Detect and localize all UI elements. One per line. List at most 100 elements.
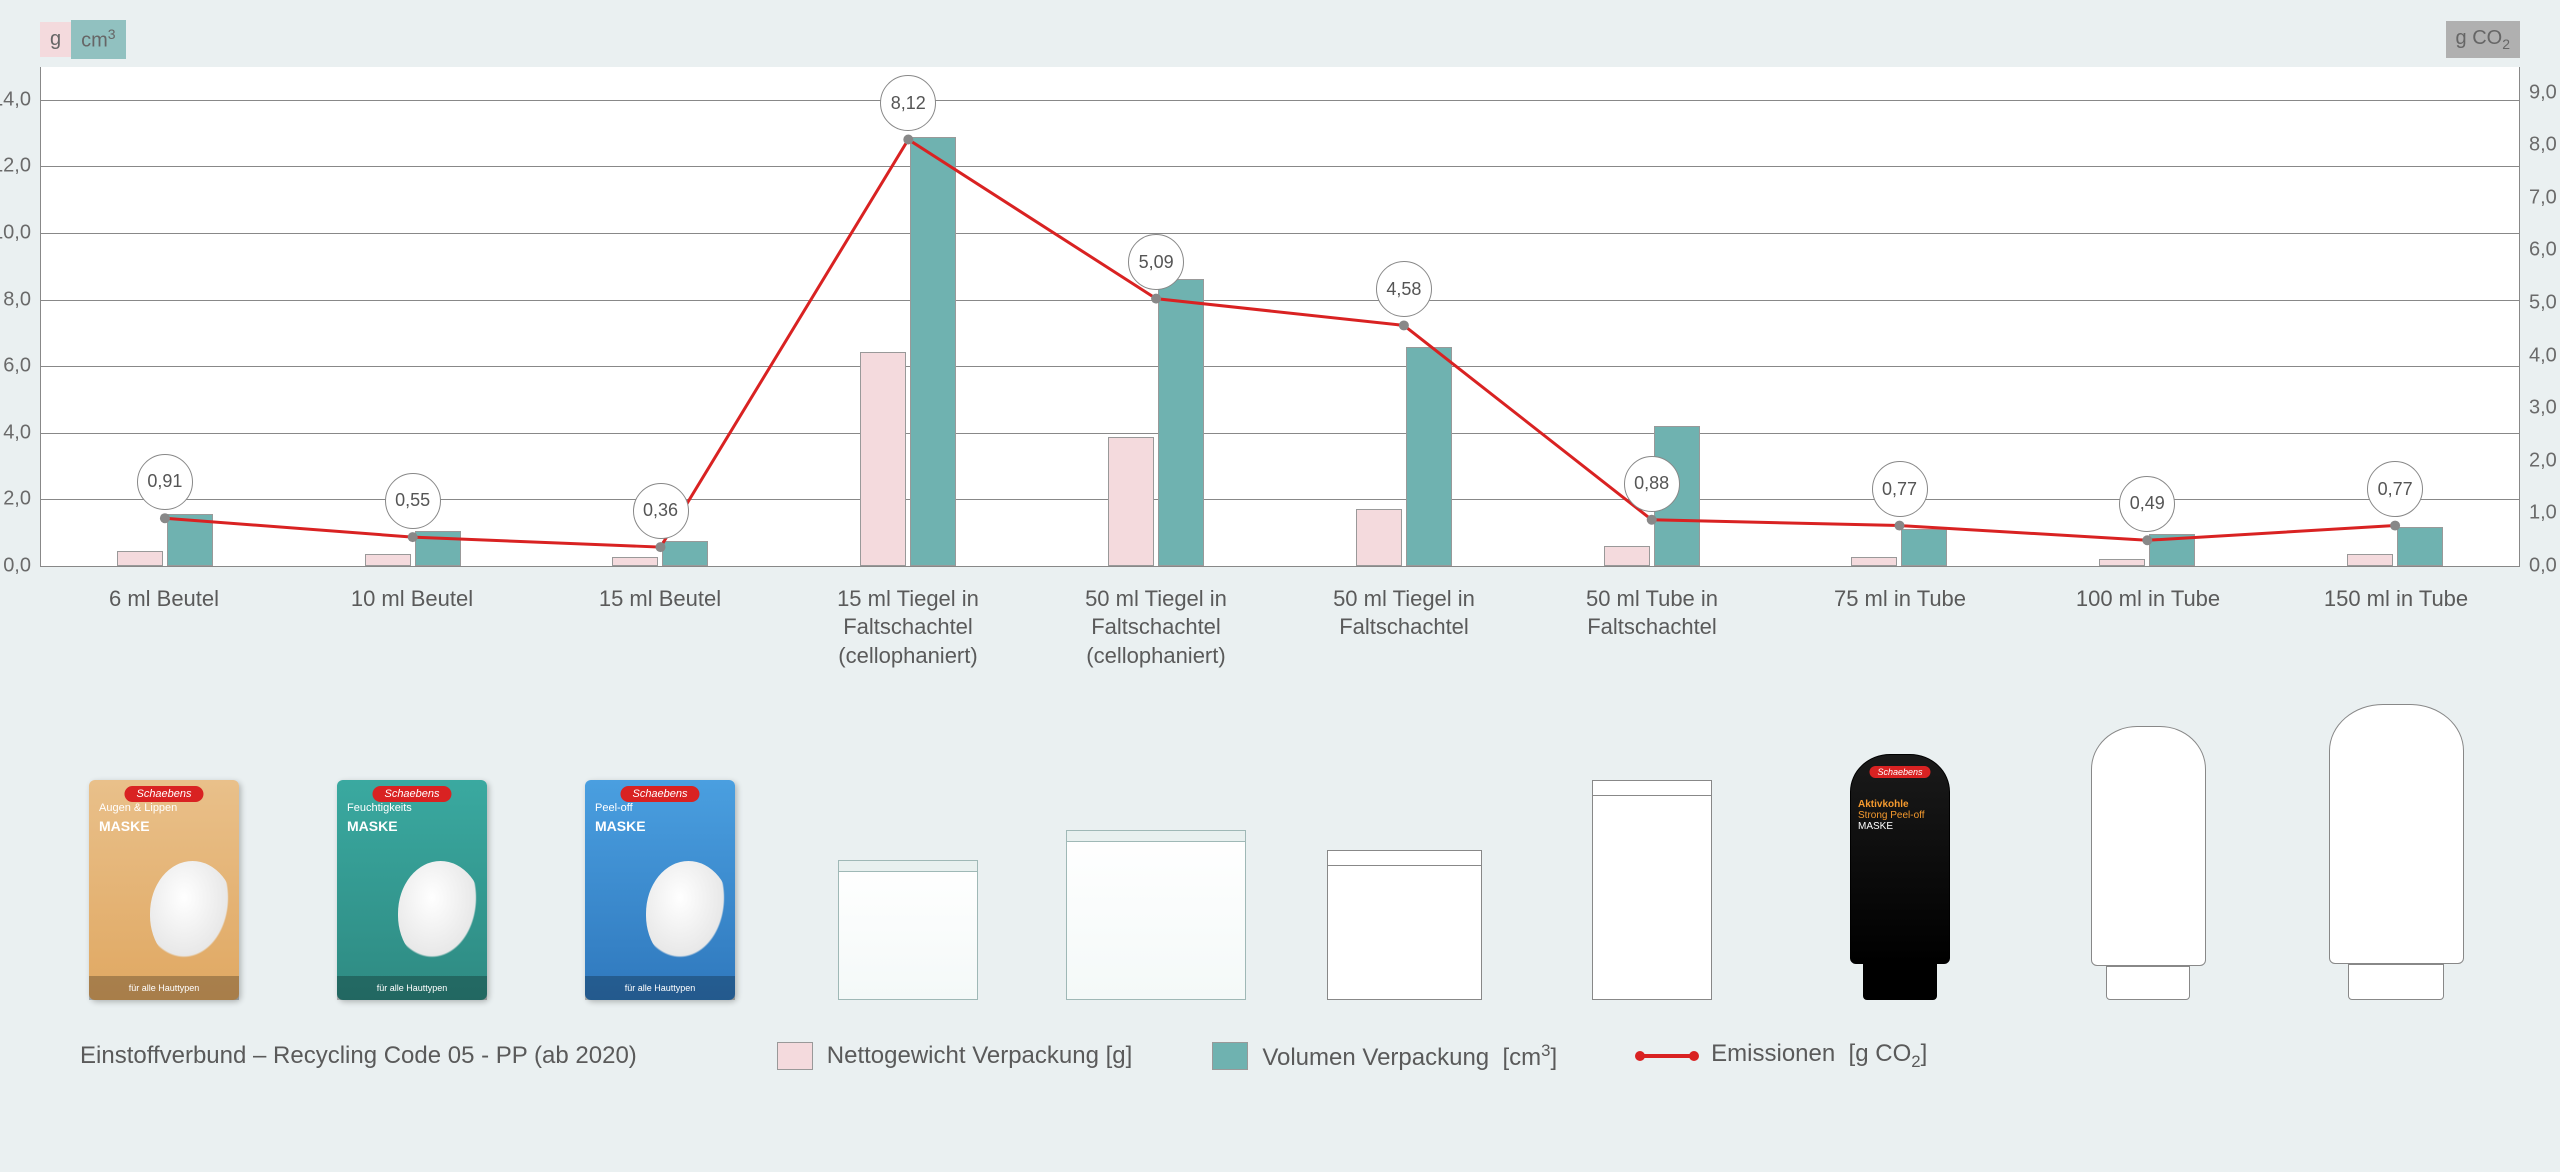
product-sachet: Schaebens Peel-offMASKE für alle Hauttyp… [585, 780, 735, 1000]
x-axis-label: 50 ml Tiegel inFaltschachtel [1280, 585, 1528, 671]
emission-value-label: 4,58 [1376, 261, 1432, 317]
bar-group [1032, 67, 1280, 566]
swatch-pink [777, 1042, 813, 1070]
badge-g: g [40, 22, 71, 57]
legend-netto: Nettogewicht Verpackung [g] [777, 1042, 1133, 1070]
bar-volumen [662, 541, 708, 566]
bar-volumen [910, 137, 956, 565]
product-sachet: Schaebens Augen & LippenMASKE für alle H… [89, 780, 239, 1000]
product-cell [1528, 780, 1776, 1000]
x-axis-label: 10 ml Beutel [288, 585, 536, 671]
swatch-line-red [1637, 1054, 1697, 1058]
legend-volumen: Volumen Verpackung [cm3] [1212, 1041, 1557, 1072]
product-images-row: Schaebens Augen & LippenMASKE für alle H… [40, 700, 2520, 1000]
product-cell [1032, 830, 1280, 1000]
bar-netto [860, 352, 906, 565]
bar-netto [1604, 546, 1650, 566]
bar-netto [2347, 554, 2393, 566]
bar-netto [1108, 437, 1154, 565]
x-axis-label: 100 ml in Tube [2024, 585, 2272, 671]
bar-netto [2099, 559, 2145, 566]
bar-volumen [167, 514, 213, 566]
product-cell [1280, 850, 1528, 1000]
product-cell [2272, 704, 2520, 1000]
y-tick-left: 10,0 [0, 221, 31, 244]
product-carton [1592, 780, 1712, 1000]
y-tick-left: 14,0 [0, 88, 31, 111]
product-box [1066, 830, 1246, 1000]
y-tick-left: 6,0 [0, 355, 31, 378]
swatch-teal [1212, 1042, 1248, 1070]
bar-netto [365, 554, 411, 566]
product-cell: Schaebens FeuchtigkeitsMASKE für alle Ha… [288, 780, 536, 1000]
y-tick-right: 4,0 [2529, 344, 2560, 367]
emission-value-label: 8,12 [880, 75, 936, 131]
y-ticks-right: 0,01,02,03,04,05,06,07,08,09,0 [2529, 67, 2560, 566]
product-cell [2024, 726, 2272, 1000]
y-tick-right: 7,0 [2529, 186, 2560, 209]
legend-row: Einstoffverbund – Recycling Code 05 - PP… [40, 1040, 2520, 1072]
y-tick-left: 4,0 [0, 421, 31, 444]
chart-container: g cm3 g CO2 0,02,04,06,08,010,012,014,0 … [40, 20, 2520, 1072]
y-ticks-left: 0,02,04,06,08,010,012,014,0 [0, 67, 31, 566]
emission-value-label: 0,88 [1624, 456, 1680, 512]
legend-volumen-label: Volumen Verpackung [cm3] [1262, 1041, 1557, 1072]
x-axis-label: 50 ml Tiegel inFaltschachtel(cellophanie… [1032, 585, 1280, 671]
y-tick-right: 1,0 [2529, 502, 2560, 525]
product-sachet: Schaebens FeuchtigkeitsMASKE für alle Ha… [337, 780, 487, 1000]
y-tick-left: 2,0 [0, 488, 31, 511]
x-axis-labels: 6 ml Beutel10 ml Beutel15 ml Beutel15 ml… [40, 585, 2520, 671]
bar-volumen [1901, 529, 1947, 566]
y-tick-right: 0,0 [2529, 554, 2560, 577]
bar-netto [612, 557, 658, 565]
x-axis-label: 6 ml Beutel [40, 585, 288, 671]
product-cell: Schaebens Augen & LippenMASKE für alle H… [40, 780, 288, 1000]
product-box [838, 860, 978, 1000]
x-axis-label: 75 ml in Tube [1776, 585, 2024, 671]
y-tick-left: 12,0 [0, 155, 31, 178]
y-tick-right: 9,0 [2529, 81, 2560, 104]
badge-co2: g CO2 [2446, 21, 2520, 58]
emission-value-label: 0,91 [137, 454, 193, 510]
emission-value-label: 0,55 [385, 473, 441, 529]
bar-volumen [1406, 347, 1452, 565]
product-carton [1327, 850, 1482, 1000]
legend-emission-label: Emissionen [g CO2] [1711, 1040, 1927, 1072]
emission-value-label: 0,77 [2367, 461, 2423, 517]
legend-emission: Emissionen [g CO2] [1637, 1040, 1927, 1072]
bar-volumen [2149, 534, 2195, 566]
product-cell: Schaebens Peel-offMASKE für alle Hauttyp… [536, 780, 784, 1000]
emission-value-label: 0,36 [633, 483, 689, 539]
bar-volumen [1158, 279, 1204, 566]
y-tick-left: 0,0 [0, 554, 31, 577]
y-tick-left: 8,0 [0, 288, 31, 311]
x-axis-label: 150 ml in Tube [2272, 585, 2520, 671]
bar-netto [1851, 557, 1897, 565]
badge-cm3: cm3 [71, 20, 125, 59]
x-axis-label: 50 ml Tube inFaltschachtel [1528, 585, 1776, 671]
y-tick-right: 8,0 [2529, 134, 2560, 157]
x-axis-label: 15 ml Beutel [536, 585, 784, 671]
product-cell: SchaebensAktivkohleStrong Peel-offMASKE [1776, 754, 2024, 1000]
left-axis-badge: g cm3 [40, 20, 126, 59]
emission-value-label: 0,77 [1872, 461, 1928, 517]
bar-group [784, 67, 1032, 566]
x-axis-label: 15 ml Tiegel inFaltschachtel(cellophanie… [784, 585, 1032, 671]
bar-netto [117, 551, 163, 566]
product-tube [2329, 704, 2464, 1000]
legend-netto-label: Nettogewicht Verpackung [g] [827, 1042, 1133, 1070]
bar-volumen [415, 531, 461, 566]
product-tube-black: SchaebensAktivkohleStrong Peel-offMASKE [1850, 754, 1950, 1000]
product-cell [784, 860, 1032, 1000]
emission-value-label: 0,49 [2119, 476, 2175, 532]
y-tick-right: 3,0 [2529, 397, 2560, 420]
plot-area: 0,02,04,06,08,010,012,014,0 0,01,02,03,0… [40, 67, 2520, 567]
axis-badges-row: g cm3 g CO2 [40, 20, 2520, 59]
y-tick-right: 5,0 [2529, 292, 2560, 315]
bar-netto [1356, 509, 1402, 566]
y-tick-right: 6,0 [2529, 239, 2560, 262]
bar-volumen [2397, 527, 2443, 565]
emission-value-label: 5,09 [1128, 234, 1184, 290]
right-axis-badge: g CO2 [2446, 20, 2520, 59]
product-tube [2091, 726, 2206, 1000]
